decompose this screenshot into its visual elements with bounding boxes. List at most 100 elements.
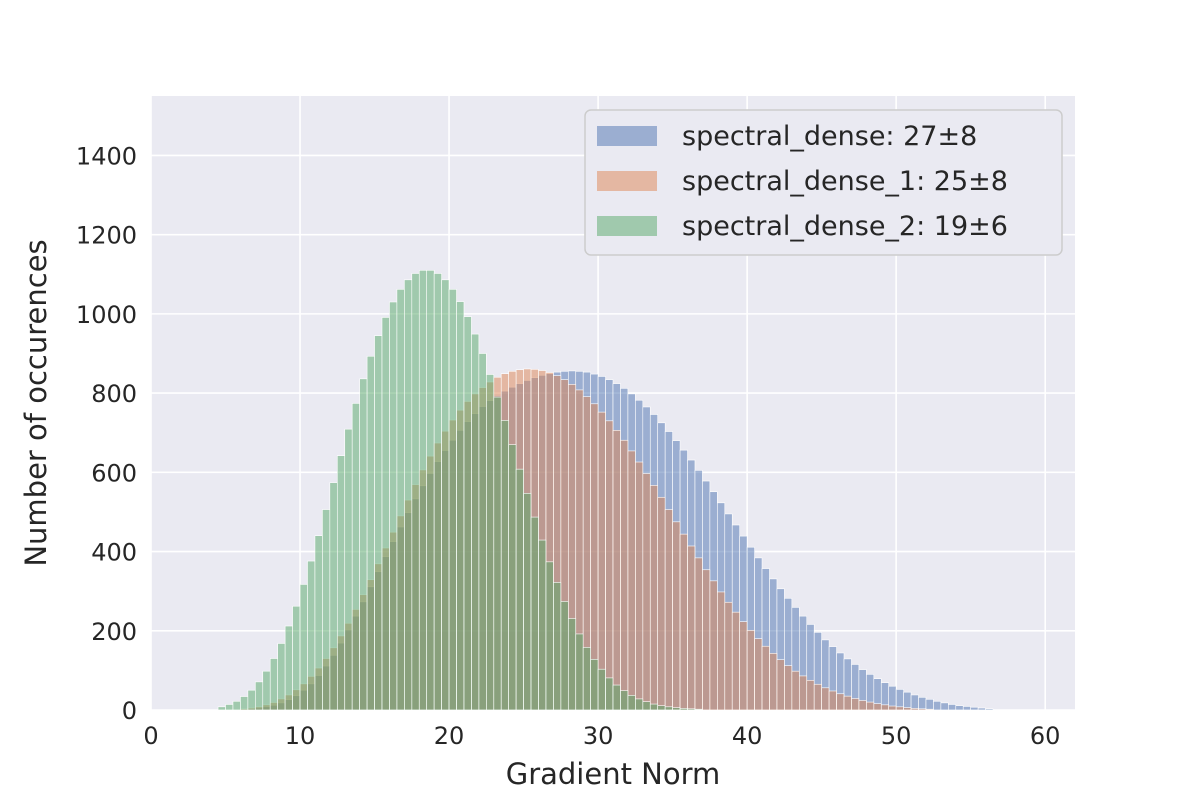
histogram-bar (664, 509, 673, 711)
histogram-bar (426, 269, 435, 711)
histogram-bar (918, 697, 927, 711)
legend-box (584, 109, 1063, 256)
histogram-bar (545, 561, 554, 711)
histogram-bar (389, 301, 398, 711)
histogram-bar (553, 582, 562, 711)
histogram-bar (948, 704, 957, 711)
histogram-bar (418, 269, 428, 711)
histogram-bar (791, 670, 800, 711)
histogram-bar (940, 702, 949, 711)
histogram-bar (404, 279, 413, 711)
histogram-bar (255, 681, 264, 711)
histogram-bar (873, 703, 882, 711)
histogram-bar (702, 569, 711, 711)
histogram-bar (828, 690, 837, 711)
y-tick-label: 1200 (76, 222, 137, 250)
histogram-bar (851, 698, 860, 711)
histogram-bar (687, 708, 696, 711)
legend-swatch (597, 216, 657, 236)
histogram-bar (880, 704, 890, 711)
x-tick-label: 30 (583, 722, 614, 750)
histogram-bar (411, 273, 420, 711)
histogram-bar (761, 645, 770, 711)
histogram-bar (925, 708, 934, 711)
histogram-bar (709, 580, 718, 711)
histogram-bar (694, 557, 703, 711)
histogram-bar (575, 633, 584, 711)
x-tick-label: 0 (143, 722, 158, 750)
histogram-bar (895, 706, 904, 711)
histogram-bar (567, 618, 577, 711)
histogram-bar (560, 601, 569, 711)
histogram-bar (635, 698, 644, 711)
histogram-bar (672, 521, 681, 711)
histogram-bar (284, 625, 293, 711)
histogram-bar (396, 289, 405, 711)
histogram-bar (627, 450, 636, 711)
series-2-bars (217, 269, 703, 711)
histogram-bar (515, 468, 524, 711)
histogram-bar (292, 605, 301, 711)
histogram-bar (448, 289, 457, 711)
y-tick-label: 600 (91, 459, 137, 487)
histogram-bar (776, 659, 785, 711)
y-tick-label: 400 (91, 539, 137, 567)
histogram-bar (962, 706, 971, 711)
histogram-bar (858, 700, 867, 711)
histogram-bar (359, 378, 368, 711)
histogram-bar (642, 473, 651, 711)
histogram-bar (627, 695, 636, 711)
histogram-bar (351, 403, 360, 711)
histogram-bar (649, 703, 659, 711)
histogram-bar (657, 705, 666, 711)
x-tick-label: 40 (732, 722, 763, 750)
histogram-bar (433, 273, 442, 711)
histogram-bar (798, 675, 808, 711)
histogram-bar (664, 706, 673, 711)
legend-label: spectral_dense: 27±8 (682, 121, 977, 152)
x-tick-label: 50 (881, 722, 912, 750)
y-tick-label: 800 (91, 380, 137, 408)
histogram-bar (754, 638, 763, 711)
histogram-bars (217, 269, 994, 711)
histogram-bar (657, 496, 666, 711)
histogram-bar (597, 411, 606, 711)
histogram-bar (724, 601, 733, 711)
histogram-bar (307, 560, 316, 711)
histogram-bar (977, 707, 986, 711)
histogram-bar (605, 677, 614, 711)
histogram-bar (344, 428, 353, 711)
histogram-bar (970, 706, 979, 711)
y-axis-label: Number of occurences (19, 239, 53, 566)
histogram-bar (322, 509, 331, 711)
histogram-bar (240, 696, 249, 711)
y-tick-label: 1000 (76, 301, 137, 329)
histogram-bar (605, 420, 614, 711)
histogram-bar (463, 316, 472, 711)
histogram-bar (277, 643, 286, 711)
histogram-bar (456, 301, 465, 711)
histogram-bar (687, 545, 696, 711)
histogram-bar (612, 430, 621, 711)
histogram-bar (739, 621, 748, 711)
histogram-bar (336, 455, 346, 711)
histogram-bar (590, 658, 599, 711)
histogram-bar (910, 694, 919, 711)
histogram-bar (620, 439, 629, 711)
histogram-bar (612, 684, 621, 711)
histogram-bar (366, 355, 375, 711)
histogram-bar (679, 533, 688, 711)
histogram-bar (225, 704, 234, 711)
y-tick-label: 0 (122, 697, 137, 725)
y-tick-label: 200 (91, 618, 137, 646)
histogram-bar (821, 687, 830, 711)
legend-swatch (597, 171, 657, 191)
histogram-bar (597, 668, 606, 711)
histogram-bar (232, 700, 241, 711)
histogram-bar (478, 353, 487, 711)
histogram-bar (717, 591, 726, 711)
histogram-bar (910, 708, 919, 711)
x-tick-label: 60 (1030, 722, 1061, 750)
histogram-bar (269, 658, 278, 711)
